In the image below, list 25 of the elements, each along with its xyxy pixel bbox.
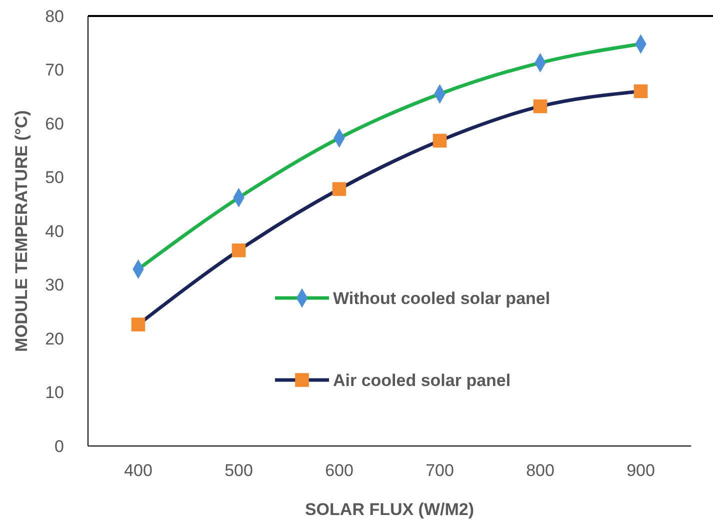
legend-label: Without cooled solar panel	[333, 288, 550, 308]
x-tick-label: 800	[526, 461, 554, 480]
point	[533, 99, 548, 114]
y-axis-title: MODULE TEMPERATURE (°C)	[12, 110, 31, 352]
point	[232, 243, 246, 258]
y-tick-label: 0	[54, 436, 64, 456]
y-tick-label: 70	[45, 60, 64, 80]
y-tick-label: 60	[45, 114, 64, 134]
x-tick-label: 700	[426, 461, 454, 480]
y-tick-label: 50	[45, 168, 64, 188]
x-tick-label: 900	[626, 461, 655, 480]
point	[131, 318, 146, 332]
y-tick-label: 80	[45, 6, 64, 26]
x-tick-label: 600	[325, 461, 354, 480]
point	[634, 84, 648, 98]
x-tick-label: 400	[124, 461, 152, 480]
y-tick-label: 20	[45, 329, 64, 348]
y-tick-label: 40	[45, 222, 64, 241]
x-axis-title: SOLAR FLUX (W/M2)	[304, 500, 474, 519]
y-tick-label: 10	[45, 383, 64, 402]
point	[332, 182, 346, 196]
legend-label: Air cooled solar panel	[333, 370, 511, 390]
x-tick-label: 500	[224, 461, 253, 480]
point	[432, 134, 447, 148]
y-tick-label: 30	[45, 276, 64, 295]
